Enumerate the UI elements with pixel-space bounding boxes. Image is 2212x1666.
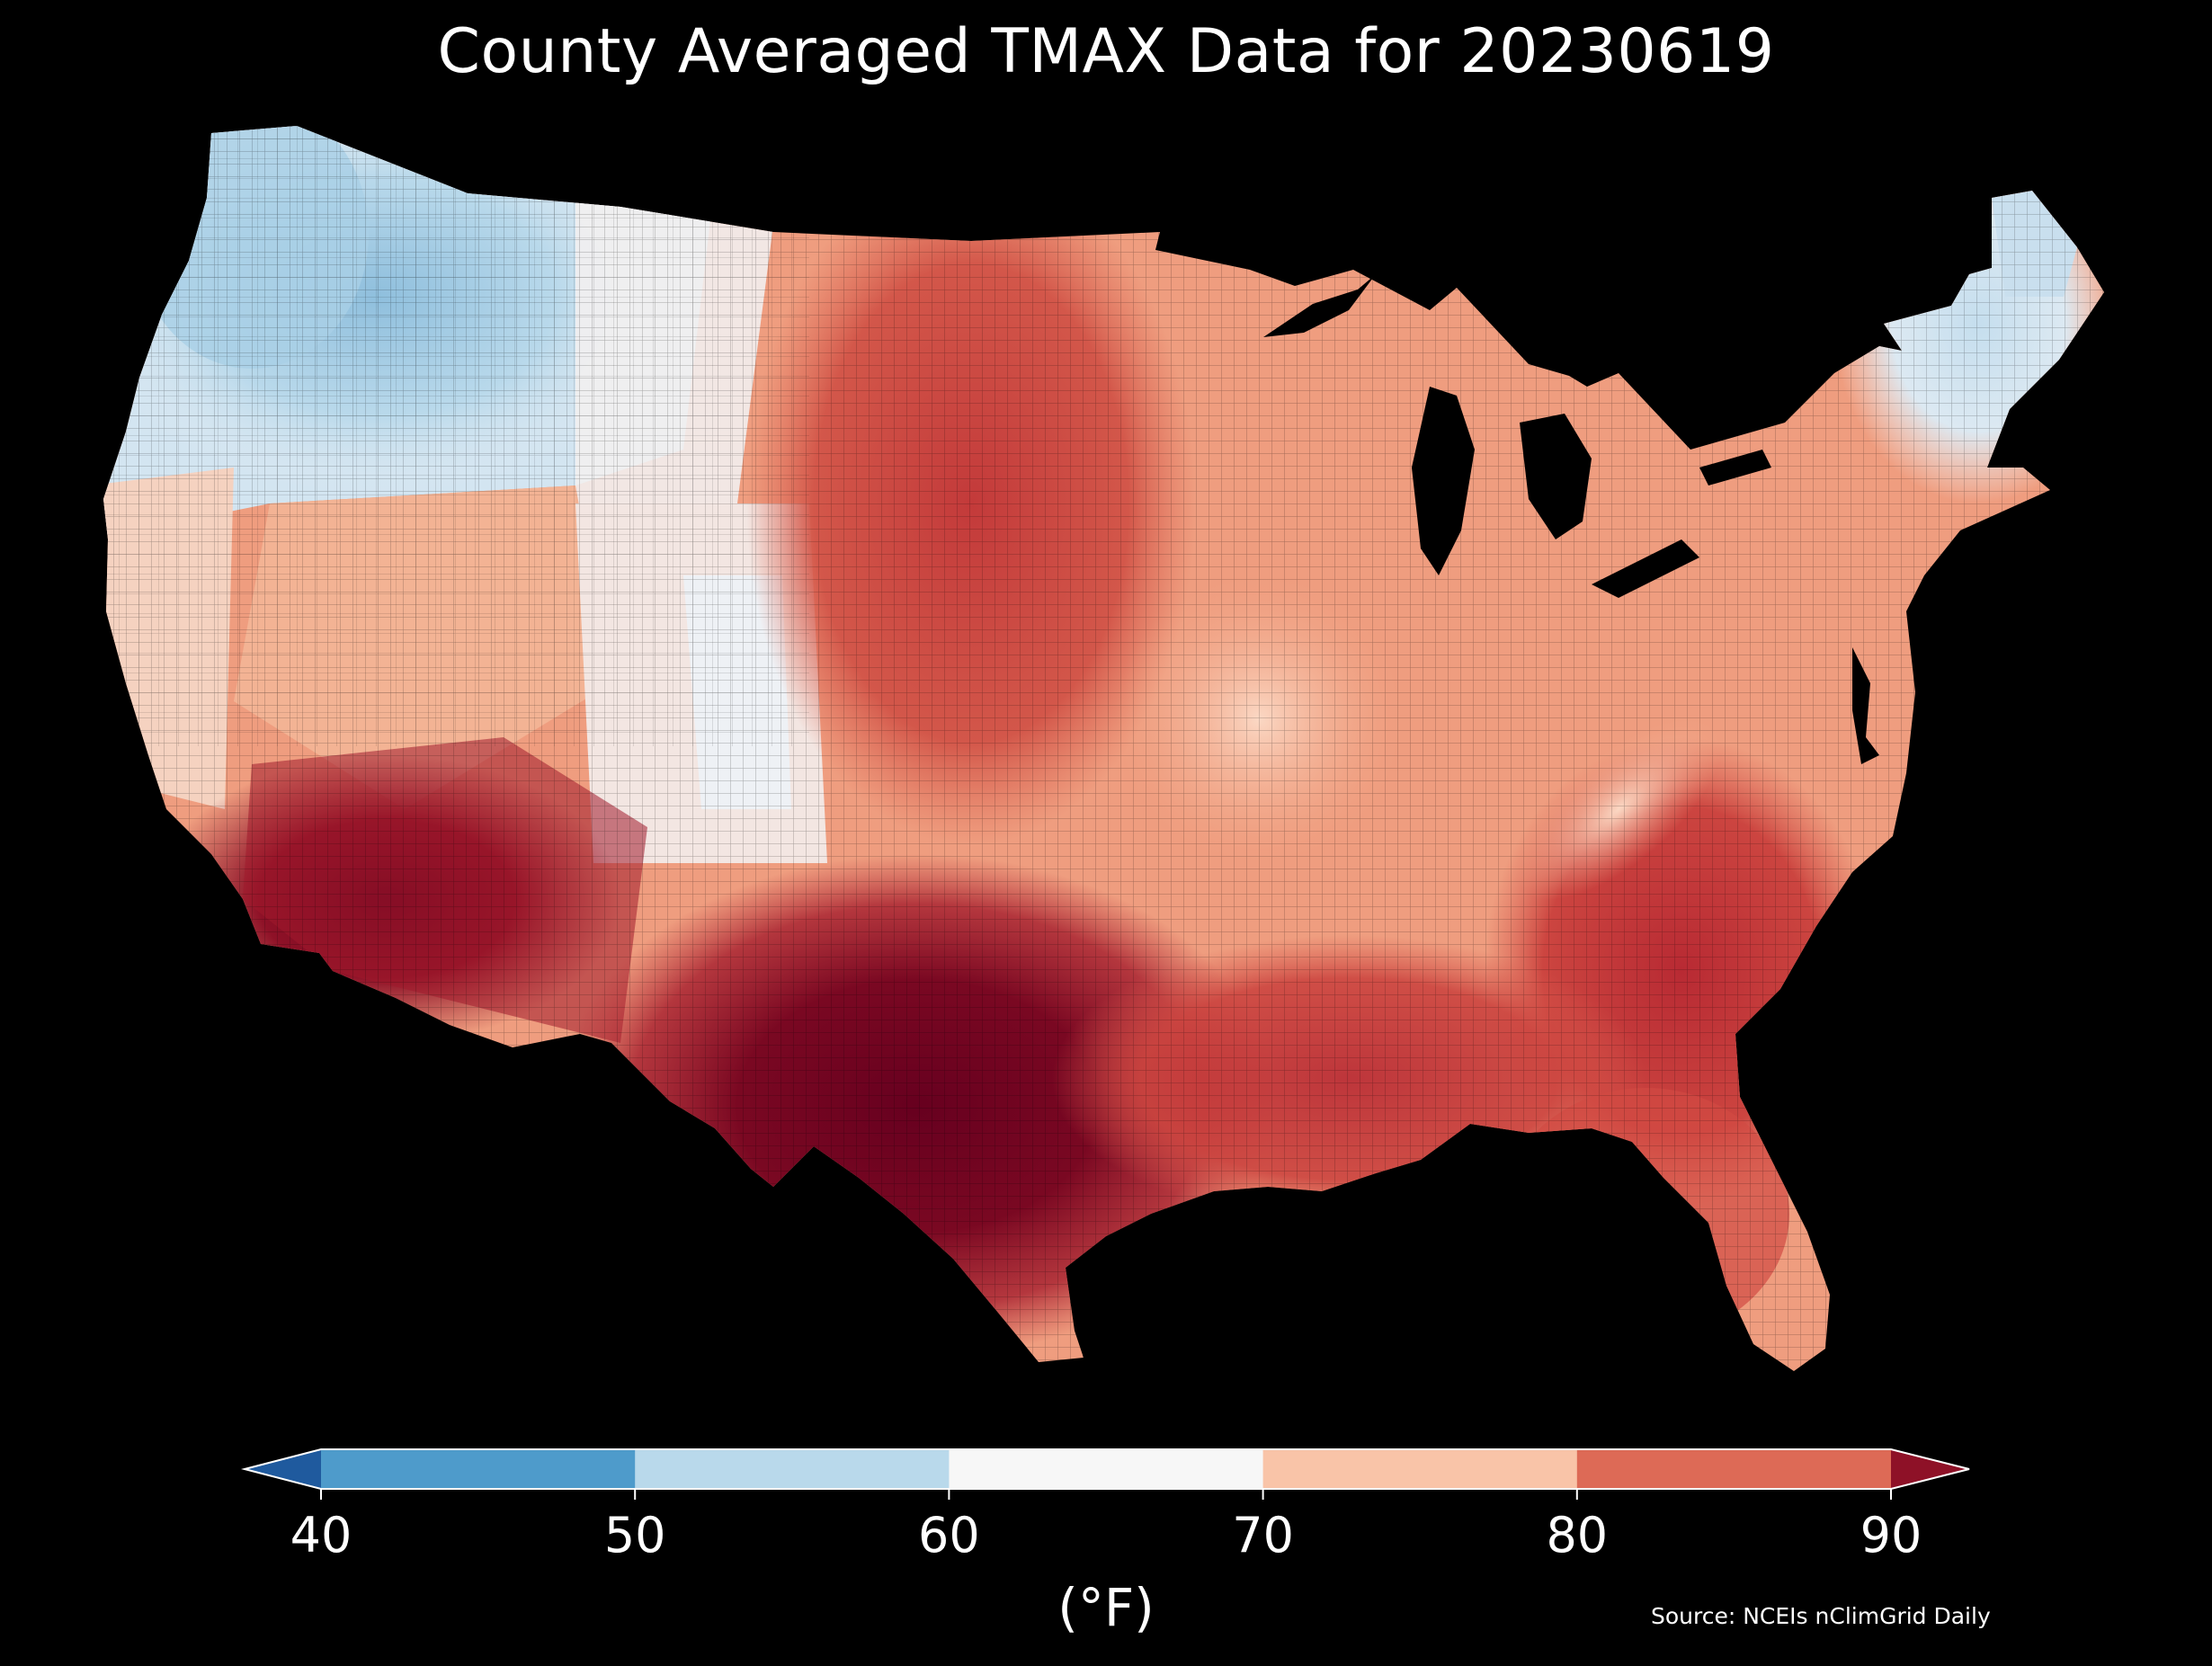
colorbar-bin [949, 1449, 1264, 1489]
colorbar-extend-high [1891, 1449, 1969, 1489]
colorbar-bin [1262, 1449, 1578, 1489]
colorbar-unit-label: (°F) [1057, 1577, 1155, 1638]
colorbar-tick-label: 70 [1232, 1507, 1294, 1564]
colorbar-tick-label: 80 [1546, 1507, 1608, 1564]
chesapeake-bay [1852, 647, 1879, 764]
great-lakes [1263, 274, 1771, 598]
chart-title: County Averaged TMAX Data for 20230619 [437, 16, 1775, 87]
colorbar-tick-label: 50 [604, 1507, 666, 1564]
colorbar-bin [1576, 1449, 1892, 1489]
colorbar-extend-low [245, 1449, 321, 1489]
colorbar-bin [321, 1449, 636, 1489]
source-credit: Source: NCEIs nClimGrid Daily [1651, 1603, 1991, 1629]
colorbar: 40 50 60 70 80 90 (°F) [241, 1448, 1970, 1638]
colorbar-tick-label: 40 [290, 1507, 352, 1564]
us-counties-layer [103, 126, 2104, 1371]
colorbar-tick-label: 60 [918, 1507, 980, 1564]
colorbar-bin [635, 1449, 950, 1489]
colorbar-tick-label: 90 [1860, 1507, 1922, 1564]
